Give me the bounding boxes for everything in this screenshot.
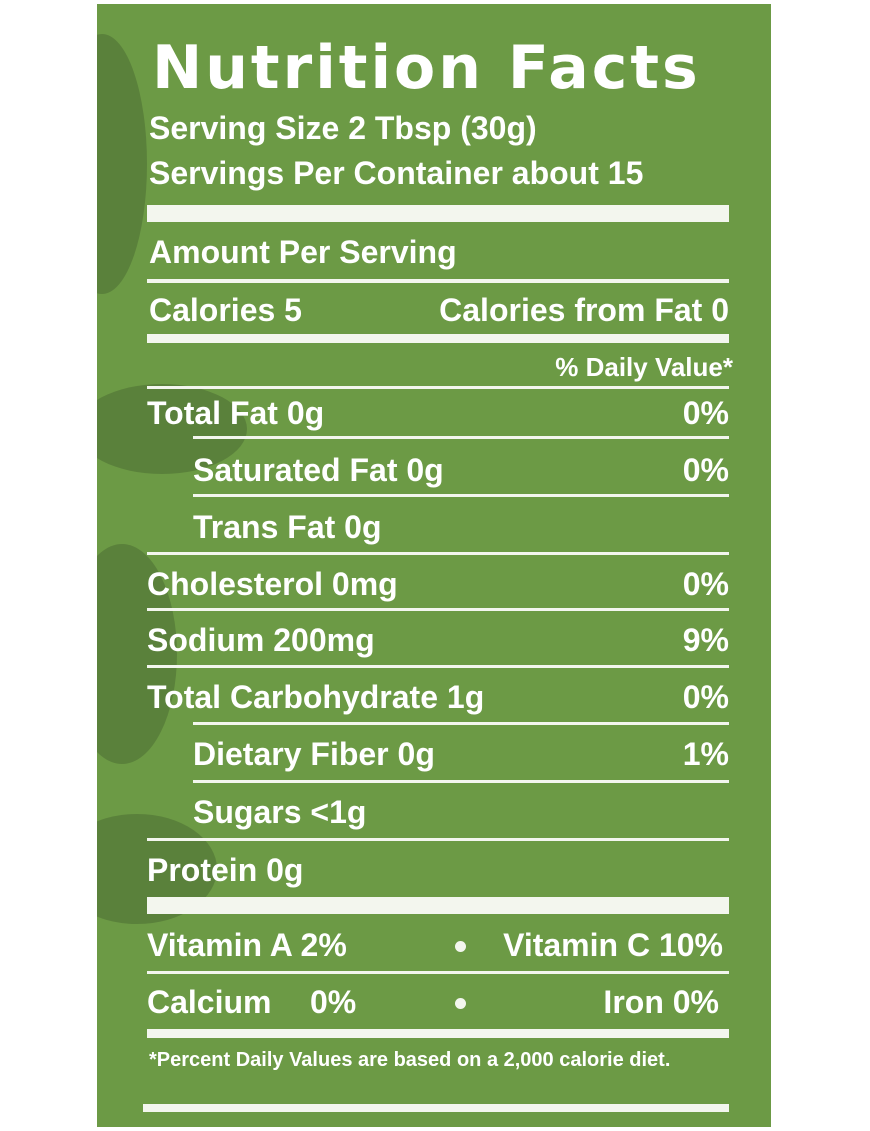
iron: Iron 0% [603,984,719,1020]
background-pattern [97,34,147,294]
divider [147,279,729,283]
calories-from-fat: Calories from Fat 0 [439,292,729,328]
nutrient-label: Protein 0g [147,852,304,888]
background-pattern [97,384,247,474]
nutrition-facts-label: Nutrition Facts Serving Size 2 Tbsp (30g… [97,4,771,1127]
divider [147,552,729,555]
divider [193,780,729,783]
nutrient-dv: 1% [682,736,729,772]
divider [193,722,729,725]
vitamin-c: Vitamin C 10% [503,927,723,963]
nutrient-label: Dietary Fiber 0g [193,736,435,772]
calcium-label: Calcium [147,984,272,1020]
nutrient-dv: 0% [682,566,729,602]
thick-divider [147,897,729,914]
divider [147,838,729,841]
label-title: Nutrition Facts [152,33,701,103]
divider [147,665,729,668]
nutrient-label: Saturated Fat 0g [193,452,444,488]
nutrient-dv: 0% [682,679,729,715]
nutrient-label: Total Fat 0g [147,395,325,431]
nutrient-label: Total Carbohydrate 1g [147,679,485,715]
nutrient-dv: 9% [682,622,729,658]
daily-value-header: % Daily Value* [555,352,733,382]
nutrient-label: Sugars <1g [193,794,367,830]
calcium-value: 0% [310,984,357,1020]
nutrient-dv: 0% [682,395,729,431]
servings-per-container: Servings Per Container about 15 [149,155,644,191]
divider [147,386,729,389]
divider [193,494,729,497]
nutrient-dv: 0% [682,452,729,488]
thick-divider [147,205,729,222]
calories: Calories 5 [149,292,302,328]
serving-size: Serving Size 2 Tbsp (30g) [149,110,537,146]
medium-divider [147,1029,729,1038]
footnote: *Percent Daily Values are based on a 2,0… [149,1049,671,1071]
medium-divider [147,334,729,343]
amount-per-serving: Amount Per Serving [149,234,457,270]
nutrient-label: Sodium 200mg [147,622,375,658]
bullet-icon [455,998,466,1009]
divider [147,971,729,974]
divider [193,436,729,439]
bullet-icon [455,941,466,952]
divider [147,608,729,611]
nutrient-label: Trans Fat 0g [193,509,382,545]
nutrient-label: Cholesterol 0mg [147,566,398,602]
bottom-divider [143,1104,729,1112]
vitamin-a: Vitamin A 2% [147,927,347,963]
